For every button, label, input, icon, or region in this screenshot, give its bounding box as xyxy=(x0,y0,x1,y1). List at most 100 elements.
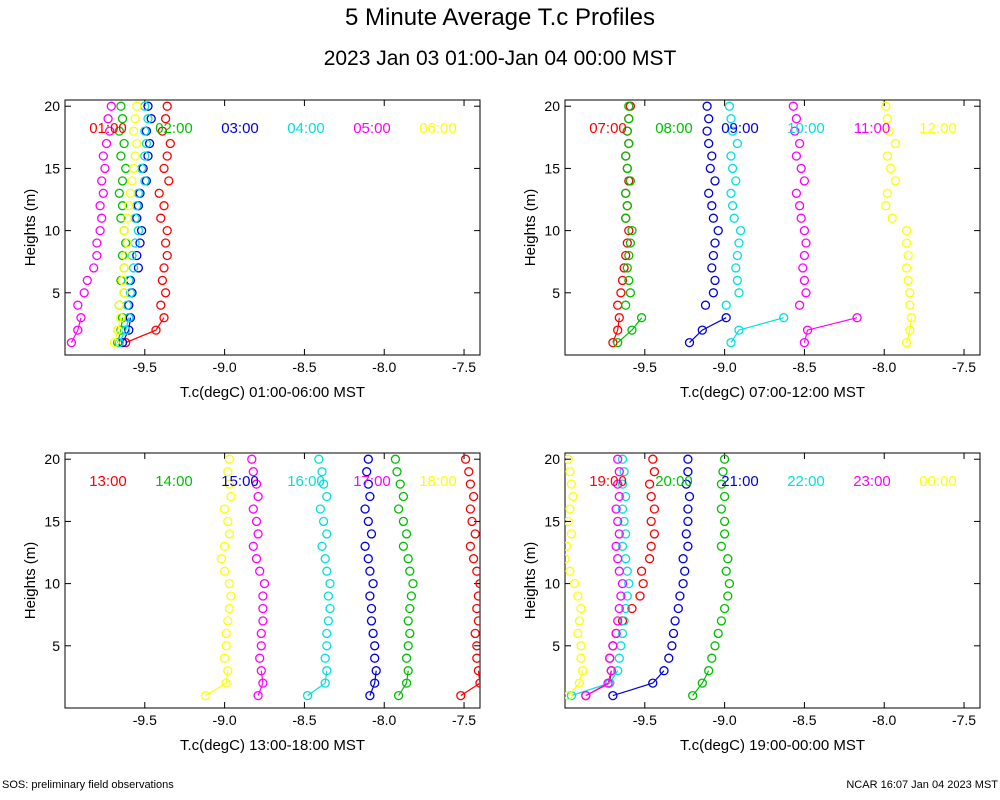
data-point xyxy=(320,653,330,663)
plot-frame xyxy=(564,99,981,356)
data-point xyxy=(668,628,679,639)
x-tick-label: -8.5 xyxy=(792,712,816,728)
data-point xyxy=(160,238,171,248)
data-point xyxy=(605,653,615,663)
data-point xyxy=(624,114,634,124)
data-point xyxy=(702,126,712,136)
data-point xyxy=(719,529,730,539)
x-tick-label: -7.5 xyxy=(452,712,476,728)
data-point xyxy=(475,678,480,688)
data-point xyxy=(887,213,897,223)
data-point xyxy=(726,151,736,161)
data-point xyxy=(621,151,631,161)
data-point xyxy=(799,176,810,186)
data-point xyxy=(713,628,723,639)
data-point xyxy=(318,516,329,527)
data-point xyxy=(667,641,677,651)
data-point xyxy=(223,666,233,676)
data-point xyxy=(716,504,727,514)
data-point xyxy=(707,653,717,663)
data-point xyxy=(322,641,332,651)
data-point xyxy=(141,138,152,149)
data-point xyxy=(140,126,150,136)
data-point xyxy=(143,101,153,111)
data-point xyxy=(121,250,131,261)
series-19:00 xyxy=(581,454,660,701)
data-point xyxy=(611,628,621,639)
data-point xyxy=(798,263,808,273)
data-point xyxy=(89,263,99,273)
profile-line xyxy=(585,670,612,697)
x-tick-label: -8.0 xyxy=(872,712,896,728)
data-point xyxy=(154,188,164,198)
data-point xyxy=(903,250,913,261)
plot-frame xyxy=(564,452,981,709)
data-point xyxy=(224,578,235,589)
data-point xyxy=(256,641,266,651)
data-point xyxy=(646,516,656,527)
data-point xyxy=(574,678,585,688)
x-tick-label: -8.5 xyxy=(292,359,316,375)
data-point xyxy=(302,690,313,701)
data-point xyxy=(162,101,172,111)
data-point xyxy=(136,225,147,236)
data-point xyxy=(627,603,637,614)
data-point xyxy=(143,114,153,124)
data-point xyxy=(802,325,813,335)
data-point xyxy=(624,101,634,111)
data-point xyxy=(683,541,693,551)
data-point xyxy=(116,101,126,111)
data-point xyxy=(259,578,270,589)
data-point xyxy=(905,288,915,298)
legend-hour-label: 06:00 xyxy=(419,120,457,137)
y-tick-label: 20 xyxy=(544,98,560,114)
x-tick-label: -9.0 xyxy=(213,359,237,375)
legend-hour-label: 04:00 xyxy=(287,120,325,137)
data-point xyxy=(890,138,901,149)
data-point xyxy=(323,591,334,601)
x-tick-label: -8.5 xyxy=(292,712,316,728)
data-point xyxy=(681,479,691,489)
data-point xyxy=(565,454,573,464)
data-point xyxy=(617,628,628,639)
data-point xyxy=(617,275,628,286)
data-point xyxy=(468,554,479,564)
data-point xyxy=(127,250,137,261)
legend-hour-label: 14:00 xyxy=(155,473,193,490)
data-point xyxy=(707,263,717,273)
data-point xyxy=(903,275,913,286)
data-point xyxy=(472,603,480,614)
data-point xyxy=(732,250,743,261)
panel-07-12: -9.5 -9.0 -8.5 -8.0 -7.5 5 10 15 20 T.c(degC) 07:… xyxy=(522,98,981,401)
series-09:00 xyxy=(684,101,731,348)
data-point xyxy=(405,628,415,639)
data-point xyxy=(619,467,629,477)
data-point xyxy=(710,176,720,186)
x-tick-label: -9.5 xyxy=(133,359,157,375)
data-point xyxy=(622,201,632,211)
data-point xyxy=(683,504,693,514)
data-point xyxy=(678,554,688,564)
data-point xyxy=(159,163,169,174)
data-point xyxy=(470,529,480,539)
data-point xyxy=(901,337,912,348)
data-point xyxy=(729,213,739,223)
series-17:00 xyxy=(247,454,270,701)
data-point xyxy=(362,467,372,477)
data-point xyxy=(392,467,402,477)
data-point xyxy=(675,591,685,601)
data-point xyxy=(732,275,743,286)
data-point xyxy=(159,263,169,273)
data-point xyxy=(128,163,139,174)
data-point xyxy=(465,504,476,514)
legend-hour-label: 05:00 xyxy=(353,120,391,137)
data-point xyxy=(727,201,738,211)
data-point xyxy=(473,591,480,601)
data-point xyxy=(322,529,332,539)
data-point xyxy=(625,176,636,186)
data-point xyxy=(734,288,744,298)
y-tick-label: 5 xyxy=(52,285,60,301)
data-point xyxy=(113,325,123,335)
data-point xyxy=(226,491,236,502)
y-tick-label: 10 xyxy=(44,576,60,592)
